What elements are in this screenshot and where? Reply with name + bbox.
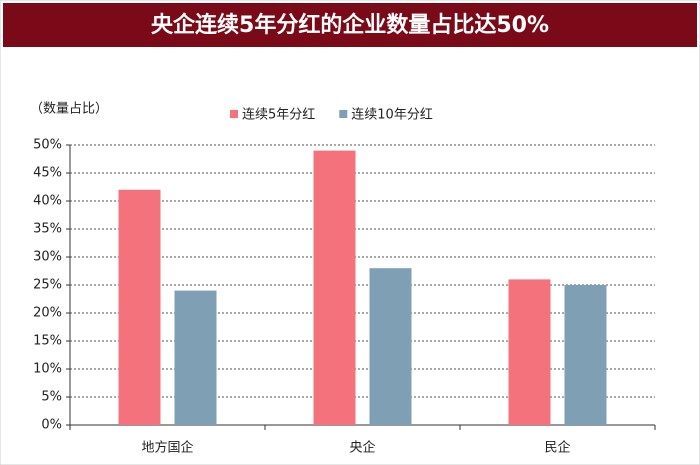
y-tick-label: 10% <box>33 362 62 377</box>
y-tick-label: 25% <box>33 278 62 293</box>
bar <box>369 268 412 425</box>
bar <box>174 290 217 425</box>
bar <box>313 150 356 425</box>
legend-swatch <box>230 110 238 118</box>
y-tick-label: 40% <box>33 194 62 209</box>
x-tick-label: 地方国企 <box>141 440 193 456</box>
chart-title: 央企连续5年分红的企业数量占比达50% <box>151 12 549 38</box>
x-tick-label: 央企 <box>349 440 375 456</box>
legend-label: 连续5年分红 <box>242 107 315 123</box>
y-tick-label: 45% <box>33 166 62 181</box>
legend-label: 连续10年分红 <box>351 107 433 123</box>
title-banner <box>3 3 697 47</box>
y-tick-label: 0% <box>41 418 62 433</box>
y-tick-label: 20% <box>33 306 62 321</box>
bar <box>508 279 551 425</box>
y-tick-label: 15% <box>33 334 62 349</box>
bar <box>118 189 161 425</box>
y-tick-label: 5% <box>41 390 62 405</box>
y-tick-label: 50% <box>33 138 62 153</box>
legend-swatch <box>339 110 348 118</box>
y-axis-label: （数量占比） <box>30 102 108 117</box>
y-tick-label: 30% <box>33 250 62 265</box>
x-tick-label: 民企 <box>544 440 570 456</box>
bar <box>564 285 607 425</box>
y-tick-label: 35% <box>33 222 62 237</box>
